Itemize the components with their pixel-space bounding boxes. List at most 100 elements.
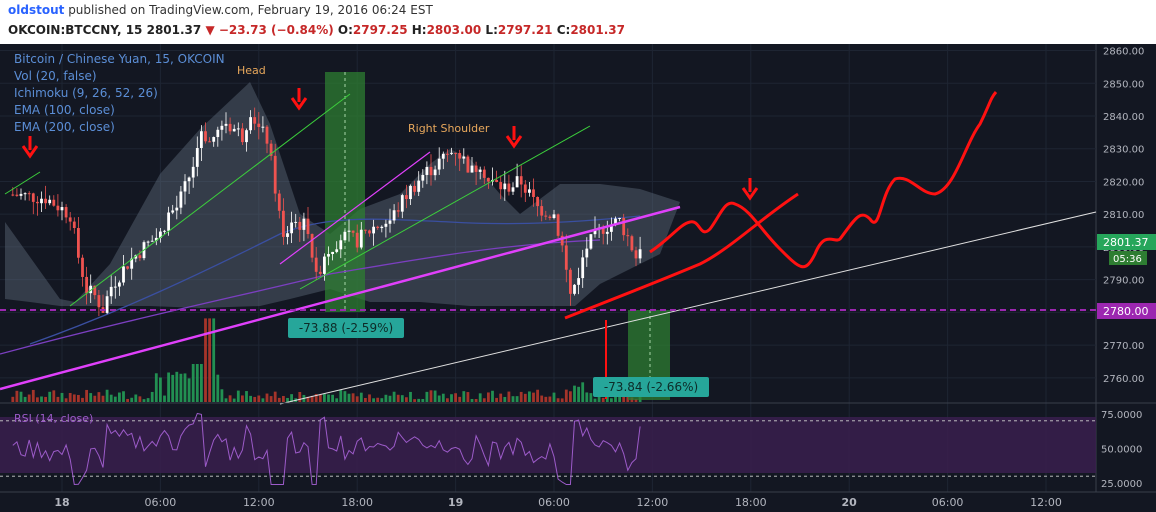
- price-tags: 2801.37 05:36 2780.00: [1097, 234, 1156, 319]
- volume-bar: [142, 399, 146, 402]
- volume-bar: [85, 389, 88, 402]
- candle-body: [634, 250, 638, 259]
- volume-bar: [335, 398, 339, 402]
- candle-body: [425, 166, 429, 175]
- volume-bar: [179, 373, 183, 402]
- green-channel-3[interactable]: [4, 171, 41, 195]
- neckline-price-tag: 2780.00: [1103, 305, 1149, 318]
- candle-body: [298, 221, 302, 230]
- volume-bar: [364, 397, 367, 402]
- rsi-pane[interactable]: RSI (14, close) 25.0000 50.0000 75.0000: [0, 402, 1156, 490]
- price-axis-background[interactable]: [1096, 44, 1156, 492]
- candle-body: [204, 131, 207, 142]
- rsi-levels: [0, 420, 1096, 477]
- candle-body: [331, 251, 334, 255]
- candlesticks[interactable]: [11, 107, 642, 317]
- legend-item[interactable]: EMA (200, close): [14, 120, 115, 134]
- volume-bar: [495, 397, 498, 402]
- candle-body: [89, 285, 93, 294]
- volume-bar: [232, 398, 236, 402]
- volume-bar: [384, 394, 388, 402]
- legend-item[interactable]: Vol (20, false): [14, 69, 97, 83]
- legend-item[interactable]: EMA (100, close): [14, 103, 115, 117]
- candle-body: [134, 255, 138, 259]
- time-axis[interactable]: 18 06:00 12:00 18:00 19 06:00 12:00 18:00 20 06:0…: [0, 491, 1156, 509]
- time-tick-label: 06:00: [538, 496, 570, 509]
- candle-body: [105, 296, 109, 313]
- legend-item[interactable]: Ichimoku (9, 26, 52, 26): [14, 86, 158, 100]
- candle-body: [560, 235, 564, 246]
- volume-bar: [560, 398, 564, 402]
- magenta-upper-line[interactable]: [279, 151, 431, 265]
- candle-body: [122, 266, 125, 283]
- volume-bar: [482, 398, 486, 402]
- candle-body: [605, 231, 609, 234]
- volume-bar: [499, 393, 503, 402]
- volume-bar: [454, 393, 457, 402]
- white-trendline[interactable]: [279, 211, 1097, 405]
- candle-body: [216, 129, 220, 138]
- candle-body: [376, 226, 380, 229]
- open-label: O:: [337, 23, 353, 37]
- author-link[interactable]: oldstout: [8, 3, 65, 17]
- candle-body: [536, 196, 539, 207]
- candle-body: [544, 215, 548, 217]
- time-tick-label: 18:00: [735, 496, 767, 509]
- price-tick-label: 2770.00: [1103, 341, 1144, 352]
- volume-bar: [130, 397, 134, 402]
- price-tick-label: 2860.00: [1103, 47, 1144, 58]
- volume-bar: [429, 390, 433, 402]
- candle-body: [265, 126, 269, 144]
- magenta-trendline[interactable]: [0, 205, 681, 391]
- red-forecast-line-1[interactable]: [564, 192, 799, 320]
- candle-body: [130, 258, 134, 269]
- volume-bar: [60, 392, 64, 402]
- right-shoulder-label: Right Shoulder: [408, 122, 490, 135]
- candle-body: [290, 222, 293, 234]
- annotations: Head Right Shoulder -73.88 (-2.59%) -73.…: [237, 64, 709, 397]
- candle-body: [302, 218, 306, 230]
- candle-body: [314, 257, 318, 272]
- candle-body: [19, 193, 23, 196]
- volume-bar: [421, 398, 425, 402]
- candle-body: [339, 240, 343, 250]
- candle-body: [187, 177, 191, 182]
- volume-bar: [167, 372, 170, 402]
- candle-body: [179, 191, 183, 208]
- candle-body: [462, 156, 466, 159]
- volume-bar: [27, 394, 31, 402]
- volume-bar: [77, 394, 80, 402]
- measure-label-1-bg: [288, 318, 404, 338]
- candle-body: [343, 231, 347, 241]
- candle-body: [482, 169, 486, 178]
- countdown-tag: 05:36: [1113, 254, 1142, 265]
- time-tick-label: 06:00: [932, 496, 964, 509]
- candle-body: [77, 228, 80, 258]
- candle-body: [97, 295, 101, 308]
- price-chart[interactable]: Head Right Shoulder -73.88 (-2.59%) -73.…: [0, 44, 1156, 512]
- candle-body: [347, 230, 351, 232]
- candle-body: [507, 183, 511, 192]
- red-forecast-line-2[interactable]: [649, 91, 998, 268]
- candle-body: [224, 123, 228, 126]
- green-channel-2[interactable]: [299, 125, 591, 290]
- legend-item[interactable]: Bitcoin / Chinese Yuan, 15, OKCOIN: [14, 52, 225, 66]
- candle-body: [27, 193, 31, 195]
- volume-bar: [93, 395, 97, 402]
- price-tick-label: 2850.00: [1103, 79, 1144, 90]
- green-channel-1[interactable]: [69, 93, 351, 307]
- candle-body: [273, 155, 277, 194]
- volume-bar: [380, 398, 384, 402]
- candle-body: [405, 195, 408, 200]
- time-tick-label: 18: [54, 496, 69, 509]
- neckline-price-tag-bg: [1097, 303, 1156, 319]
- candle-body: [183, 181, 187, 192]
- volume-bar: [52, 390, 56, 402]
- price-tick-label: 2810.00: [1103, 210, 1144, 221]
- candle-body: [564, 245, 568, 270]
- volume-bars: [11, 318, 642, 402]
- symbol-line: OKCOIN:BTCCNY, 15 2801.37 ▼ −23.73 (−0.8…: [8, 23, 625, 37]
- candle-body: [31, 193, 35, 202]
- candle-body: [118, 282, 121, 287]
- candle-body: [528, 189, 531, 193]
